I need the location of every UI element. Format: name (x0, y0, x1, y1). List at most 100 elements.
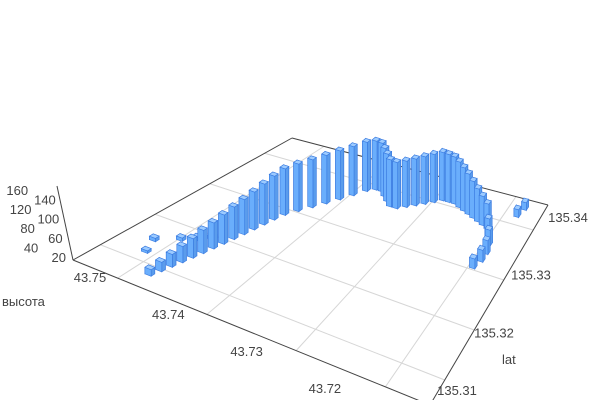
bar-front-face (460, 166, 466, 212)
bar (521, 197, 530, 212)
bar-front-face (258, 181, 266, 226)
z-tick-label: 100 (37, 212, 59, 227)
bar (186, 233, 198, 259)
bar-front-face (228, 204, 235, 241)
floor-edge (432, 204, 549, 400)
bar-top-face (144, 264, 156, 271)
bar (477, 244, 486, 264)
bar-right-face (203, 227, 208, 255)
bar (420, 151, 430, 206)
bar (140, 245, 152, 255)
bar-front-face (464, 172, 471, 216)
bar-right-face (367, 139, 371, 193)
bar-right-face (193, 235, 198, 259)
bar-top-face (175, 233, 187, 239)
x-gridline (384, 196, 517, 388)
bar-front-face (477, 248, 484, 263)
x-tick-label: 43.75 (74, 270, 107, 285)
bar-top-face (411, 154, 420, 160)
bar-top-face (521, 197, 530, 204)
bar-right-face (326, 152, 331, 205)
bar-front-face (411, 157, 417, 207)
bar-top-face (444, 150, 454, 156)
bar-top-face (371, 136, 381, 142)
bar-top-face (401, 156, 411, 162)
bar-right-face (397, 159, 401, 210)
z-tick-label: 60 (48, 231, 62, 246)
bar-right-face (298, 161, 303, 213)
bar-top-face (207, 218, 219, 224)
bar (321, 150, 331, 205)
bar-top-face (482, 235, 491, 242)
bar-top-face (438, 148, 448, 154)
bar-top-face (455, 157, 464, 163)
bar-right-face (254, 189, 259, 231)
bar (197, 225, 208, 255)
bar-right-face (340, 147, 345, 201)
bar-front-face (438, 150, 445, 202)
bar-front-face (218, 212, 225, 245)
bar (175, 233, 187, 243)
bar (207, 217, 219, 250)
bar-right-face (425, 153, 429, 206)
bars (140, 136, 530, 277)
tick-labels: 43.75 43.74 43.73 43.72 135.31 135.32 135.33 13… (6, 183, 587, 398)
bar-top-face (392, 158, 402, 164)
x-gridline (295, 179, 453, 351)
bar-top-face (348, 142, 358, 148)
bar-top-face (469, 176, 478, 182)
x-tick-label: 43.73 (230, 344, 263, 359)
bar-top-face (154, 257, 167, 263)
bar-front-face (478, 194, 485, 227)
bar-top-face (228, 202, 239, 208)
bar-top-face (258, 179, 269, 185)
bar (176, 241, 188, 264)
bar-top-face (292, 159, 303, 165)
bar-top-face (383, 149, 393, 155)
x-tick-label: 43.74 (152, 307, 185, 322)
bar-front-face (187, 236, 194, 259)
bar (217, 209, 229, 245)
bar (334, 146, 345, 201)
bar-front-face (269, 174, 276, 221)
bar (392, 157, 402, 210)
bar-top-face (148, 233, 160, 239)
bar-top-face (459, 163, 469, 169)
bar-top-face (513, 204, 522, 211)
bar-front-face (392, 160, 398, 210)
bar-front-face (429, 152, 436, 204)
y-tick-label: 135.31 (437, 383, 477, 398)
bar-right-face (285, 165, 290, 217)
bar-top-face (450, 152, 460, 158)
y-tick-label: 135.34 (548, 210, 588, 225)
bar-right-face (213, 219, 218, 250)
bar-top-face (238, 194, 249, 201)
bar-front-face (450, 155, 457, 205)
bar-right-face (244, 196, 249, 236)
y-axis-title: lat (502, 352, 516, 367)
bar-right-face (353, 143, 358, 197)
z-axis-title: высота (2, 294, 46, 309)
bar-front-face (307, 157, 314, 209)
bar-top-face (140, 245, 152, 252)
bar-front-face (293, 162, 300, 213)
bar-top-face (484, 213, 493, 220)
bar-front-face (207, 220, 215, 250)
bar-top-face (334, 146, 345, 152)
x-gridline (206, 162, 389, 315)
bar-front-face (420, 155, 427, 205)
bar (248, 187, 259, 231)
bar-right-face (224, 212, 229, 245)
bar (165, 249, 177, 268)
z-tick-label: 160 (6, 183, 28, 198)
z-tick-label: 140 (34, 192, 56, 207)
bar-front-face (401, 159, 408, 208)
bar-top-face (420, 152, 430, 158)
y-gridline (209, 183, 504, 281)
bar (429, 149, 439, 204)
bar-top-face (469, 253, 478, 260)
bar-top-face (307, 155, 317, 161)
bar-front-face (348, 144, 355, 197)
bar-top-face (217, 210, 229, 216)
bar-top-face (377, 139, 387, 144)
